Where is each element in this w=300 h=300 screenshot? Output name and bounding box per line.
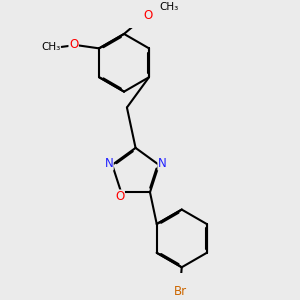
Text: O: O xyxy=(69,38,78,50)
Text: Br: Br xyxy=(174,285,187,298)
Text: CH₃: CH₃ xyxy=(41,42,60,52)
Text: N: N xyxy=(104,157,113,170)
Text: O: O xyxy=(143,9,153,22)
Text: O: O xyxy=(115,190,124,203)
Text: N: N xyxy=(158,157,167,170)
Text: CH₃: CH₃ xyxy=(159,2,178,11)
